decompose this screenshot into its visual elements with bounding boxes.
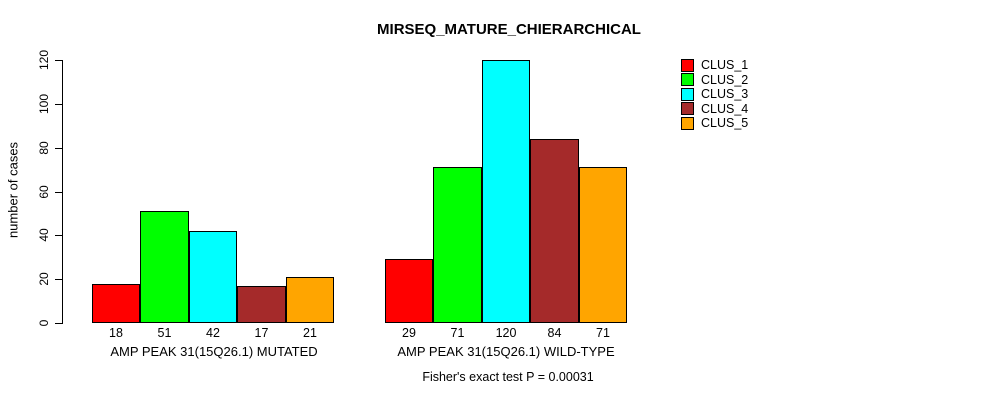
y-tick-label-20: 20 <box>37 272 51 286</box>
bar-clus_5-group1 <box>286 277 334 323</box>
bar-clus_2-group1 <box>140 211 189 323</box>
chart-title: MIRSEQ_MATURE_CHIERARCHICAL <box>377 21 641 38</box>
value-label-clus_2-group1: 51 <box>157 326 172 340</box>
y-tick-mark-120 <box>55 60 62 61</box>
legend: CLUS_1 CLUS_2 CLUS_3 CLUS_4 CLUS_5 <box>681 58 748 131</box>
bar-clus_2-group2 <box>433 167 482 323</box>
legend-swatch-clus_4 <box>681 102 694 116</box>
value-label-clus_1-group1: 18 <box>109 326 123 340</box>
y-tick-mark-60 <box>55 192 62 193</box>
value-label-clus_5-group2: 71 <box>596 326 610 340</box>
value-label-clus_3-group1: 42 <box>206 326 220 340</box>
legend-row-clus_3: CLUS_3 <box>681 87 748 102</box>
y-tick-label-100: 100 <box>37 93 51 115</box>
legend-label-clus_5: CLUS_5 <box>701 116 749 131</box>
legend-label-clus_4: CLUS_4 <box>701 101 749 116</box>
legend-row-clus_5: CLUS_5 <box>681 116 748 131</box>
group-label-mutated: AMP PEAK 31(15Q26.1) MUTATED <box>110 344 318 359</box>
value-label-clus_4-group2: 84 <box>547 326 562 340</box>
bar-clus_4-group1 <box>237 286 286 323</box>
y-tick-label-0: 0 <box>37 319 51 327</box>
legend-swatch-clus_1 <box>681 58 694 72</box>
bar-clus_4-group2 <box>530 139 579 323</box>
value-label-clus_4-group1: 17 <box>254 326 269 340</box>
y-tick-label-40: 40 <box>37 228 51 242</box>
bar-clus_3-group2 <box>482 60 530 323</box>
y-tick-mark-20 <box>55 279 62 280</box>
bar-clus_3-group1 <box>189 231 237 323</box>
legend-row-clus_2: CLUS_2 <box>681 73 748 88</box>
legend-row-clus_1: CLUS_1 <box>681 58 748 73</box>
bar-clus_1-group1 <box>92 284 140 323</box>
y-tick-mark-80 <box>55 148 62 149</box>
y-axis-label: number of cases <box>5 141 21 239</box>
y-tick-label-120: 120 <box>37 49 51 71</box>
legend-swatch-clus_2 <box>681 73 694 87</box>
legend-label-clus_1: CLUS_1 <box>701 58 749 73</box>
y-tick-mark-40 <box>55 235 62 236</box>
value-label-clus_2-group2: 71 <box>450 326 465 340</box>
value-label-clus_3-group2: 120 <box>495 326 517 340</box>
legend-label-clus_3: CLUS_3 <box>701 87 749 102</box>
y-tick-mark-100 <box>55 104 62 105</box>
legend-label-clus_2: CLUS_2 <box>701 72 749 87</box>
value-label-clus_1-group2: 29 <box>402 326 416 340</box>
y-axis-line <box>62 60 63 324</box>
y-tick-label-80: 80 <box>37 141 51 155</box>
bar-clus_1-group2 <box>385 259 433 323</box>
bar-clus_5-group2 <box>579 167 627 323</box>
y-tick-mark-0 <box>55 323 62 324</box>
legend-row-clus_4: CLUS_4 <box>681 102 748 117</box>
group-label-wild-type: AMP PEAK 31(15Q26.1) WILD-TYPE <box>397 344 615 359</box>
legend-swatch-clus_3 <box>681 87 694 101</box>
y-tick-label-60: 60 <box>37 185 51 199</box>
subtitle-fisher-test: Fisher's exact test P = 0.00031 <box>422 370 594 384</box>
legend-swatch-clus_5 <box>681 116 694 130</box>
value-label-clus_5-group1: 21 <box>303 326 317 340</box>
